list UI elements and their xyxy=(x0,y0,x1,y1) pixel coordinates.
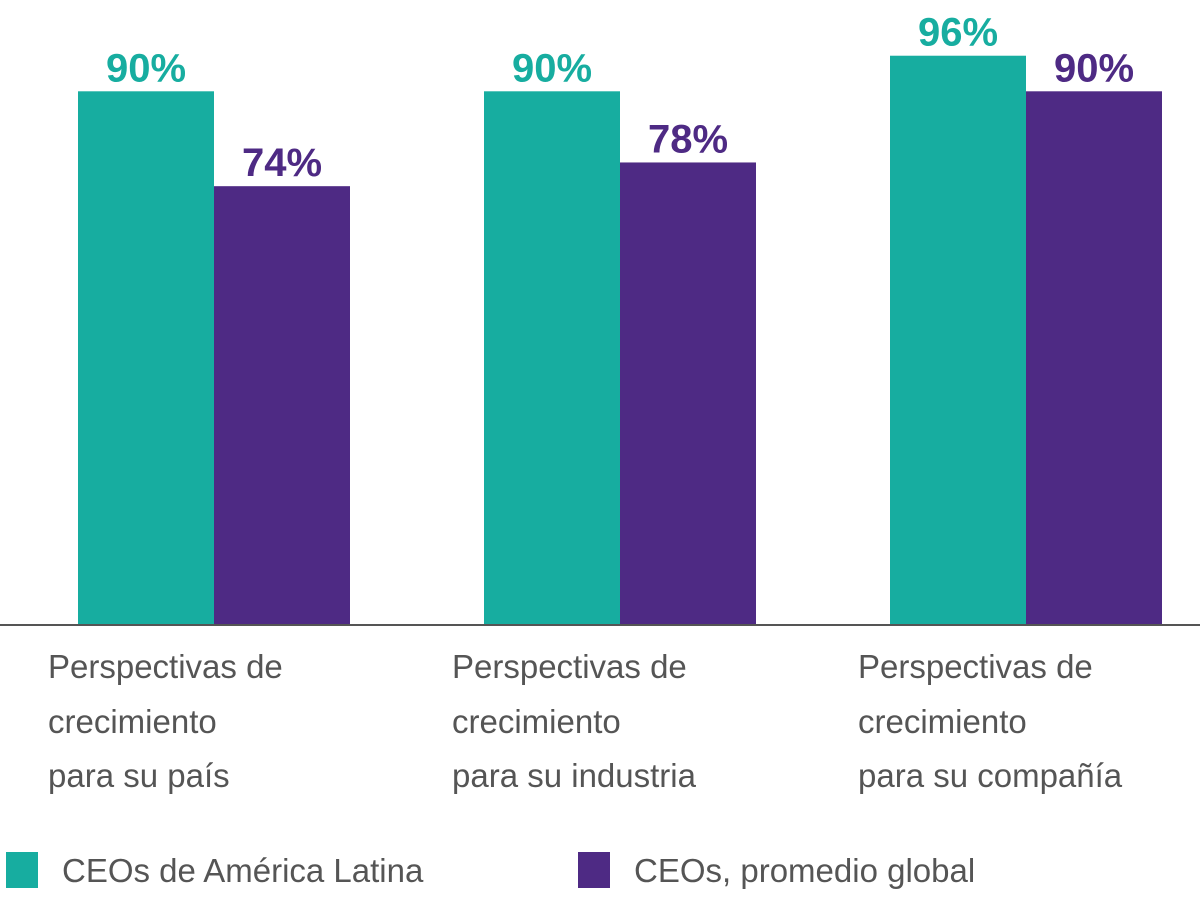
legend-swatch-0 xyxy=(6,852,38,888)
bar-s0-c2 xyxy=(890,55,1026,626)
value-label-s1-c2: 90% xyxy=(1054,46,1134,90)
category-label-c0-line2: para su país xyxy=(48,757,230,794)
bar-s1-c0 xyxy=(214,186,350,625)
bar-s0-c0 xyxy=(78,91,214,626)
legend-label-0: CEOs de América Latina xyxy=(62,852,424,889)
category-label-c0-line0: Perspectivas de xyxy=(48,648,283,685)
value-label-s0-c0: 90% xyxy=(106,46,186,90)
category-label-c2-line1: crecimiento xyxy=(858,703,1027,740)
legend-swatch-1 xyxy=(578,852,610,888)
category-label-c0-line1: crecimiento xyxy=(48,703,217,740)
legend: CEOs de América Latina CEOs, promedio glo… xyxy=(6,852,975,889)
value-label-s1-c1: 78% xyxy=(648,117,728,161)
value-label-s0-c1: 90% xyxy=(512,46,592,90)
bars-group xyxy=(78,55,1162,626)
category-label-c1-line0: Perspectivas de xyxy=(452,648,687,685)
bar-s1-c1 xyxy=(620,162,756,625)
category-label-c1-line1: crecimiento xyxy=(452,703,621,740)
legend-label-1: CEOs, promedio global xyxy=(634,852,975,889)
value-label-s1-c0: 74% xyxy=(242,141,322,185)
category-label-c2-line2: para su compañía xyxy=(858,757,1123,794)
category-label-c1-line2: para su industria xyxy=(452,757,697,794)
bar-s0-c1 xyxy=(484,91,620,626)
category-label-c2-line0: Perspectivas de xyxy=(858,648,1093,685)
bar-s1-c2 xyxy=(1026,91,1162,626)
category-labels-group: Perspectivas de crecimiento para su país Pe… xyxy=(48,648,1123,794)
value-label-s0-c2: 96% xyxy=(918,11,998,55)
value-labels-group: 90% 90% 96% 74% 78% 90% xyxy=(106,11,1134,185)
